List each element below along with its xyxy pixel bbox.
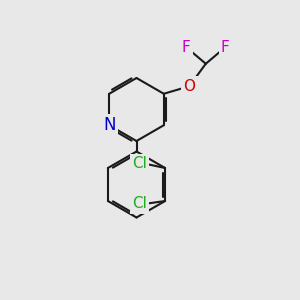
Text: O: O <box>183 79 195 94</box>
Text: F: F <box>182 40 191 55</box>
Text: Cl: Cl <box>132 196 147 211</box>
Text: F: F <box>221 40 230 55</box>
Text: Cl: Cl <box>132 156 147 171</box>
Text: N: N <box>103 116 116 134</box>
